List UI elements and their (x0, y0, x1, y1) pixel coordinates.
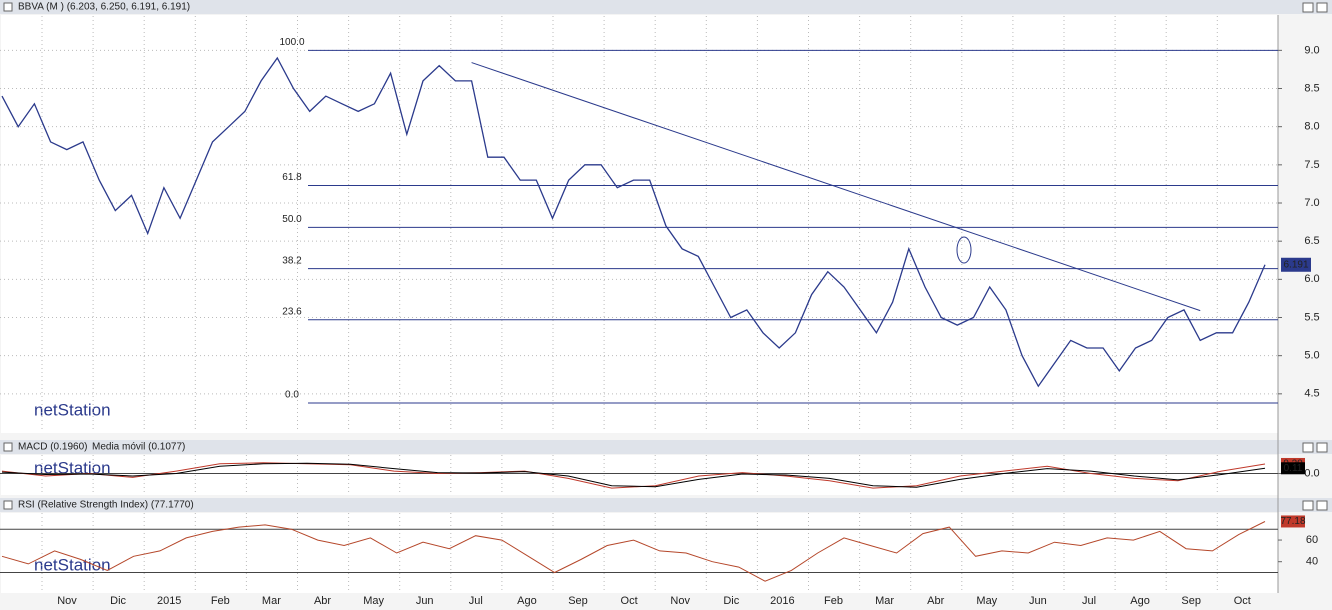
y-tick-label: 0.0 (1304, 467, 1319, 479)
data-line (1, 462, 1266, 488)
trendline (471, 62, 1201, 312)
x-tick-label: Jun (416, 595, 434, 607)
logo: netStation (34, 400, 111, 419)
header-bar (0, 498, 1332, 512)
legend-entry: Media móvil (0.1077) (92, 442, 185, 453)
x-tick-label: Jul (469, 595, 483, 607)
y-tick-label: 6.0 (1304, 273, 1319, 285)
logo: netStation (34, 555, 111, 574)
x-tick-label: Jul (1082, 595, 1096, 607)
y-tick-label: 8.0 (1304, 121, 1319, 133)
header-bar (0, 0, 1332, 14)
x-tick-label: Mar (875, 595, 894, 607)
x-tick-label: May (363, 595, 384, 607)
y-tick-label: 4.5 (1304, 388, 1319, 400)
x-tick-label: Sep (1181, 595, 1201, 607)
x-tick-label: Jun (1029, 595, 1047, 607)
x-tick-label: Dic (723, 595, 739, 607)
y-tick-label: 6.5 (1304, 235, 1319, 247)
highlight-circle (956, 236, 972, 264)
price-panel (1, 15, 1278, 433)
maximize-button[interactable] (1302, 2, 1314, 13)
legend-entry: MACD (0.1960) (18, 442, 87, 453)
price-tag (1281, 257, 1311, 272)
close-button[interactable] (1316, 2, 1328, 13)
maximize-button[interactable] (1302, 442, 1314, 453)
price-tag-label: 6.191 (1283, 259, 1308, 270)
x-tick-label: Ago (517, 595, 537, 607)
rsi-panel (1, 513, 1278, 593)
window-icon[interactable] (3, 442, 13, 452)
y-tick-label: 7.0 (1304, 197, 1319, 209)
fib-label: 38.2 (282, 255, 302, 266)
x-tick-label: Oct (1234, 595, 1251, 607)
y-tick-label: 5.5 (1304, 311, 1319, 323)
x-tick-label: Nov (57, 595, 77, 607)
header-bar (0, 440, 1332, 454)
x-tick-label: Abr (314, 595, 331, 607)
y-tick-label: 8.5 (1304, 82, 1319, 94)
x-tick-label: Mar (262, 595, 281, 607)
value-tag (1281, 515, 1305, 528)
data-line (1, 56, 1266, 388)
x-tick-label: Feb (211, 595, 230, 607)
value-tag-label: 0.11 (1284, 463, 1303, 474)
price-title: BBVA (M ) (6.203, 6.250, 6.191, 6.191) (18, 2, 190, 13)
fib-label: 23.6 (282, 306, 302, 317)
fib-label: 100.0 (279, 37, 304, 48)
value-tag (1281, 462, 1305, 475)
y-tick-label: 60 (1306, 534, 1318, 546)
x-tick-label: Sep (568, 595, 588, 607)
x-tick-label: 2016 (770, 595, 794, 607)
fib-label: 0.0 (285, 390, 299, 401)
fib-label: 61.8 (282, 172, 302, 183)
window-icon[interactable] (3, 2, 13, 12)
y-tick-label: 5.0 (1304, 350, 1319, 362)
legend-entry: RSI (Relative Strength Index) (77.1770) (18, 500, 194, 511)
close-button[interactable] (1316, 442, 1328, 453)
x-tick-label: Oct (621, 595, 638, 607)
data-line (1, 521, 1266, 582)
logo: netStation (34, 458, 111, 477)
fib-label: 50.0 (282, 214, 302, 225)
x-tick-label: May (976, 595, 997, 607)
x-tick-label: Nov (670, 595, 690, 607)
y-tick-label: 7.5 (1304, 159, 1319, 171)
value-tag-label: 77.18 (1280, 516, 1305, 527)
maximize-button[interactable] (1302, 500, 1314, 511)
macd-panel (1, 455, 1278, 495)
x-tick-label: Dic (110, 595, 126, 607)
window-icon[interactable] (3, 500, 13, 510)
x-tick-label: Abr (927, 595, 944, 607)
x-tick-label: 2015 (157, 595, 181, 607)
x-tick-label: Ago (1130, 595, 1150, 607)
y-tick-label: 40 (1306, 556, 1318, 568)
data-line (1, 462, 1266, 489)
x-tick-label: Feb (824, 595, 843, 607)
y-tick-label: 9.0 (1304, 44, 1319, 56)
close-button[interactable] (1316, 500, 1328, 511)
